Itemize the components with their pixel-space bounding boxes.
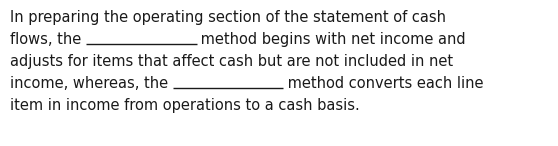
Text: method begins with net income and: method begins with net income and <box>196 32 466 47</box>
Text: item in income from operations to a cash basis.: item in income from operations to a cash… <box>10 98 360 113</box>
Text: _______________: _______________ <box>173 76 283 91</box>
Text: method converts each line: method converts each line <box>283 76 484 91</box>
Text: flows, the: flows, the <box>10 32 86 47</box>
Text: In preparing the operating section of the statement of cash: In preparing the operating section of th… <box>10 10 446 25</box>
Text: _______________: _______________ <box>86 32 196 47</box>
Text: income, whereas, the: income, whereas, the <box>10 76 173 91</box>
Text: adjusts for items that affect cash but are not included in net: adjusts for items that affect cash but a… <box>10 54 453 69</box>
